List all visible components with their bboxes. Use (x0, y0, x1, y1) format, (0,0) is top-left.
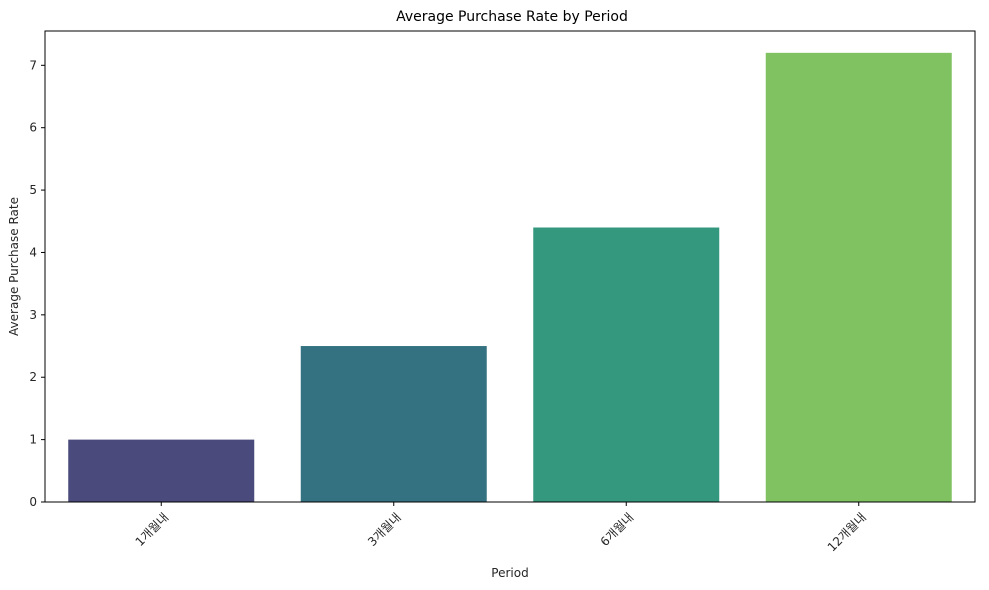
bar-1 (68, 439, 255, 502)
x-tick-label: 12개월내 (825, 510, 869, 554)
y-tick-label: 6 (29, 121, 37, 135)
y-tick-label: 3 (29, 308, 37, 322)
y-tick-label: 2 (29, 370, 37, 384)
y-tick-label: 4 (29, 245, 37, 259)
plot-frame (44, 30, 976, 503)
y-tick-label: 1 (29, 433, 37, 447)
y-tick-label: 5 (29, 183, 37, 197)
bars-layer (68, 52, 952, 502)
bar-3 (533, 227, 720, 502)
y-axis-title: Average Purchase Rate (7, 197, 21, 336)
bar-4 (765, 52, 952, 502)
y-axis: 0 1 2 3 4 5 6 7 (29, 58, 45, 509)
chart-title: Average Purchase Rate by Period (396, 9, 628, 25)
y-tick-label: 7 (29, 58, 37, 72)
x-tick-label: 3개월내 (365, 510, 404, 549)
bar-2 (300, 346, 487, 502)
y-tick-label: 0 (29, 495, 37, 509)
x-axis-title: Period (491, 566, 528, 580)
x-tick-label: 1개월내 (133, 510, 172, 549)
x-tick-label: 6개월내 (598, 510, 637, 549)
x-axis: 1개월내 3개월내 6개월내 12개월내 (133, 502, 869, 554)
